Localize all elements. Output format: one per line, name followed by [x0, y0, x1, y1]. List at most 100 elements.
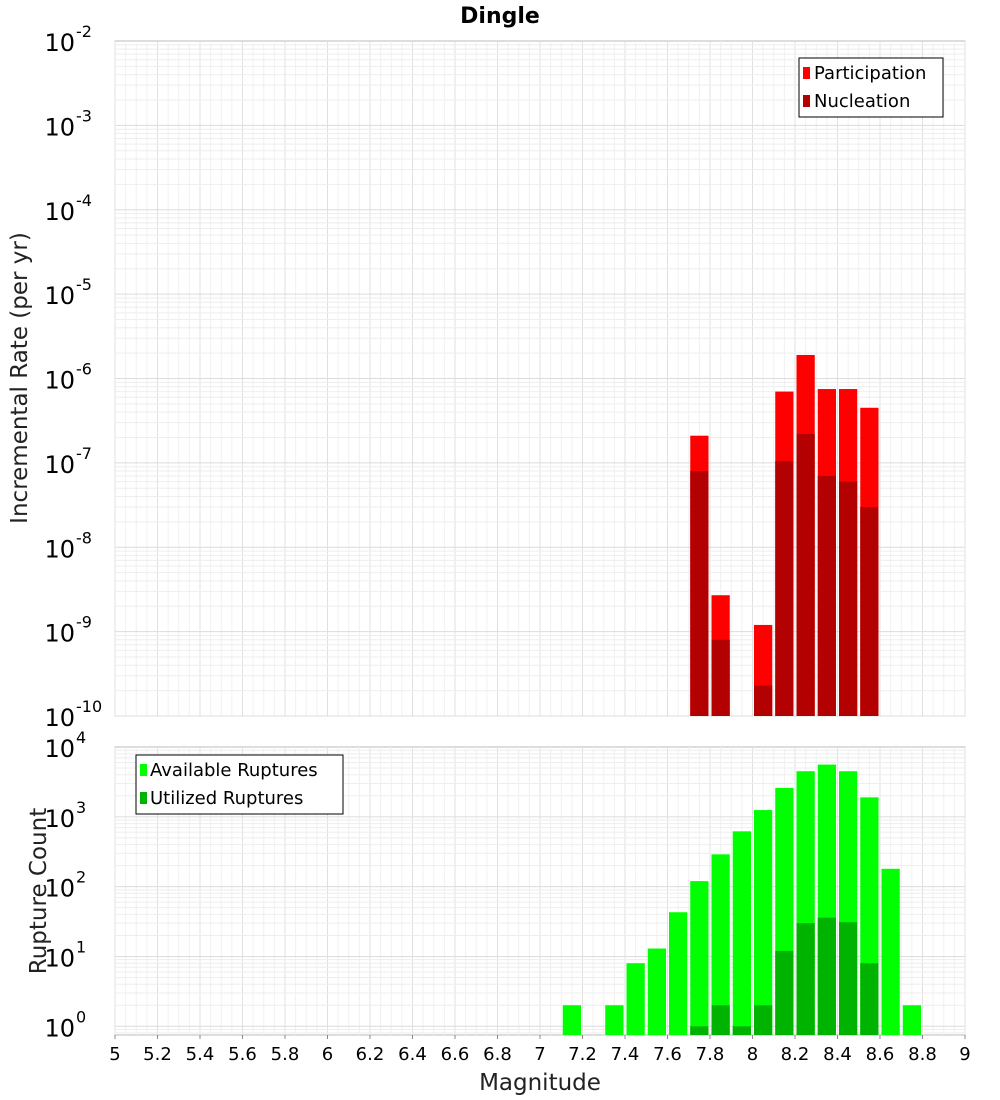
y-tick-exponent: -6 [76, 360, 92, 379]
y-tick-label: 10 [44, 367, 75, 395]
x-tick-label: 7.6 [653, 1044, 682, 1065]
bottom-bars [562, 764, 921, 1035]
y-tick: 10 2 [44, 868, 86, 903]
bar-available-ruptures [647, 948, 666, 1035]
y-tick-exponent: 0 [76, 1007, 86, 1026]
legend-swatch-nucleation [803, 95, 810, 107]
x-ticks: 5 5.2 5.4 5.6 5.8 6 6.2 6.4 6.6 6.8 7 7.2 7.4 7.6 7.8 8… [109, 1035, 971, 1065]
y-tick-label: 10 [44, 620, 75, 648]
bar-available-ruptures [754, 810, 773, 1035]
x-tick-label: 7.2 [568, 1044, 597, 1065]
bar-available-ruptures [562, 1005, 581, 1035]
bar-nucleation [817, 475, 836, 716]
x-tick-label: 9 [959, 1044, 970, 1065]
x-tick-label: 8.2 [781, 1044, 810, 1065]
y-tick-label: 10 [44, 198, 75, 226]
bar-nucleation [860, 506, 879, 716]
x-tick-label: 6.4 [398, 1044, 427, 1065]
bottom-y-axis-label: Rupture Count [26, 808, 52, 974]
x-tick-label: 6 [322, 1044, 333, 1065]
bar-utilized-ruptures [796, 923, 815, 1035]
bar-utilized-ruptures [732, 1026, 751, 1035]
top-bars [690, 354, 879, 716]
bar-available-ruptures [902, 1005, 921, 1035]
legend-swatch-utilized [140, 792, 147, 804]
bar-utilized-ruptures [690, 1026, 709, 1035]
bar-nucleation [754, 685, 773, 716]
y-tick: 10 3 [44, 798, 86, 833]
legend-label-utilized: Utilized Ruptures [150, 788, 303, 809]
y-tick: 10 -2 [44, 22, 92, 57]
x-tick-label: 6.8 [483, 1044, 512, 1065]
y-tick-label: 10 [44, 535, 75, 563]
y-tick-label: 10 [44, 735, 75, 763]
bar-utilized-ruptures [775, 950, 794, 1035]
bar-nucleation [796, 433, 815, 716]
y-tick-label: 10 [44, 875, 75, 903]
legend-swatch-available [140, 764, 147, 776]
y-tick: 10 -3 [44, 106, 92, 141]
top-legend: Participation Nucleation [798, 57, 944, 118]
y-tick-exponent: -10 [76, 697, 102, 716]
bar-utilized-ruptures [711, 1005, 730, 1035]
x-tick-label: 6.6 [441, 1044, 470, 1065]
legend-label-nucleation: Nucleation [814, 91, 910, 112]
bar-nucleation [775, 461, 794, 716]
y-tick: 10 -5 [44, 275, 92, 310]
bar-available-ruptures [669, 912, 688, 1035]
y-tick-label: 10 [44, 113, 75, 141]
bar-nucleation [839, 481, 858, 716]
y-tick: 10 -10 [44, 697, 102, 732]
y-tick: 10 4 [44, 728, 86, 763]
legend-label-available: Available Ruptures [150, 760, 318, 781]
bar-available-ruptures [690, 881, 709, 1035]
y-tick: 10 -4 [44, 191, 92, 226]
bar-available-ruptures [732, 831, 751, 1035]
x-tick-label: 5.6 [228, 1044, 257, 1065]
x-axis-label: Magnitude [479, 1070, 601, 1096]
y-tick-exponent: 1 [76, 937, 86, 956]
x-tick-label: 5.4 [186, 1044, 215, 1065]
y-tick-label: 10 [44, 451, 75, 479]
bar-utilized-ruptures [860, 963, 879, 1035]
legend-label-participation: Participation [814, 63, 926, 84]
bar-available-ruptures [711, 854, 730, 1035]
y-tick-label: 10 [44, 1014, 75, 1042]
bar-utilized-ruptures [754, 1005, 773, 1035]
bar-utilized-ruptures [817, 917, 836, 1035]
x-tick-label: 7.4 [611, 1044, 640, 1065]
top-gridlines [114, 41, 966, 717]
y-tick: 10 -7 [44, 444, 92, 479]
y-tick-label: 10 [44, 282, 75, 310]
y-tick-exponent: -2 [76, 22, 92, 41]
y-tick: 10 1 [44, 937, 86, 972]
y-tick: 10 -9 [44, 613, 92, 648]
y-tick: 10 -8 [44, 528, 92, 563]
bar-utilized-ruptures [839, 922, 858, 1035]
legend-swatch-participation [803, 67, 810, 79]
y-tick-exponent: 3 [76, 798, 86, 817]
bottom-legend: Available Ruptures Utilized Ruptures [135, 754, 344, 815]
y-tick: 10 0 [44, 1007, 86, 1042]
x-tick-label: 8.8 [908, 1044, 937, 1065]
x-tick-label: 5.2 [143, 1044, 172, 1065]
legend-box [135, 754, 344, 815]
y-tick-exponent: -3 [76, 106, 92, 125]
bar-nucleation [711, 639, 730, 716]
x-tick-label: 5 [109, 1044, 120, 1065]
x-tick-label: 8.4 [823, 1044, 852, 1065]
chart-title: Dingle [460, 4, 540, 29]
y-tick-label: 10 [44, 944, 75, 972]
y-tick-exponent: -7 [76, 444, 92, 463]
x-tick-label: 7 [534, 1044, 545, 1065]
top-y-axis-label: Incremental Rate (per yr) [7, 232, 33, 524]
x-tick-label: 8 [747, 1044, 758, 1065]
y-tick-exponent: -5 [76, 275, 92, 294]
bar-available-ruptures [881, 868, 900, 1035]
x-tick-label: 5.8 [271, 1044, 300, 1065]
